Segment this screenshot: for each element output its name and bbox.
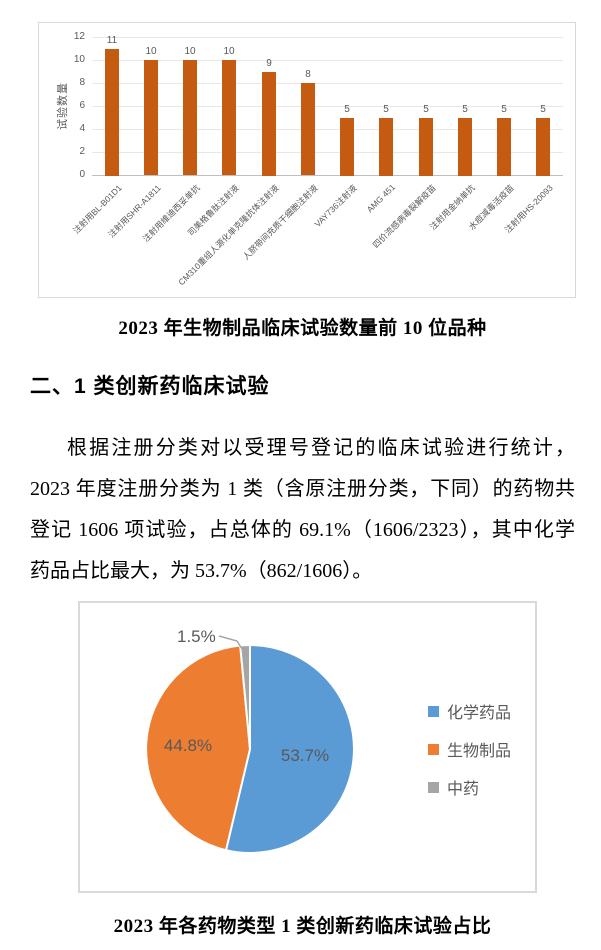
bar-value-label: 9 bbox=[266, 58, 272, 69]
legend-item: 化学药品 bbox=[428, 699, 511, 723]
paragraph-line: 登记 1606 项试验，占总体的 69.1%（1606/2323），其中化学 bbox=[30, 519, 575, 541]
bar-value-label: 5 bbox=[344, 104, 350, 115]
y-axis-tick-label: 2 bbox=[79, 146, 85, 157]
bar-chart-caption: 2023 年生物制品临床试验数量前 10 位品种 bbox=[118, 318, 487, 339]
bar bbox=[144, 60, 158, 175]
bar-value-label: 11 bbox=[106, 35, 118, 46]
y-axis-tick-label: 12 bbox=[73, 31, 85, 42]
pie-slice bbox=[145, 644, 252, 852]
bar-value-label: 5 bbox=[383, 104, 389, 115]
paragraph-line: 2023 年度注册分类为 1 类（含原注册分类，下同）的药物共 bbox=[30, 478, 575, 500]
bar bbox=[262, 72, 276, 176]
legend-item: 生物制品 bbox=[428, 737, 511, 761]
pie-chart-figure: 53.7% 44.8% 1.5% 化学药品生物制品中药 bbox=[78, 601, 537, 893]
legend-square-icon bbox=[428, 781, 439, 793]
bar bbox=[458, 118, 472, 176]
pie-chart-caption: 2023 年各药物类型 1 类创新药临床试验占比 bbox=[113, 916, 492, 937]
legend-label: 生物制品 bbox=[447, 743, 512, 760]
bar bbox=[301, 83, 315, 175]
gridline bbox=[92, 60, 563, 61]
y-axis-tick-label: 6 bbox=[79, 100, 85, 111]
bar-value-label: 5 bbox=[423, 104, 429, 115]
label-leader-line bbox=[218, 635, 243, 650]
legend-square-icon bbox=[428, 743, 439, 755]
gridline bbox=[92, 37, 563, 38]
bar-chart-figure: 试验数量 0 2 4 6 8 10 12 11 注射用BL-B01D1 10 注射用SHR-A181… bbox=[38, 22, 576, 298]
bar bbox=[497, 118, 511, 176]
paragraph-line: 药品占比最大，为 53.7%（862/1606）。 bbox=[30, 560, 373, 582]
y-axis-tick-label: 0 bbox=[79, 169, 85, 180]
pie-chart: 53.7% 44.8% 1.5% bbox=[145, 627, 355, 854]
bar-value-label: 5 bbox=[462, 104, 468, 115]
bar bbox=[222, 60, 236, 175]
bar-value-label: 5 bbox=[501, 104, 507, 115]
y-axis-tick-label: 10 bbox=[73, 54, 85, 65]
bar bbox=[105, 49, 119, 176]
bar-value-label: 5 bbox=[540, 104, 546, 115]
pie-data-label: 44.8% bbox=[164, 736, 212, 755]
gridline bbox=[92, 175, 563, 176]
pie-data-label: 1.5% bbox=[177, 627, 216, 646]
legend-item: 中药 bbox=[428, 775, 511, 799]
paragraph-line: 根据注册分类对以受理号登记的临床试验进行统计， bbox=[67, 437, 575, 459]
bar bbox=[379, 118, 393, 176]
legend-label: 中药 bbox=[447, 781, 480, 798]
gridline bbox=[92, 83, 563, 84]
bar bbox=[536, 118, 550, 176]
bar-value-label: 8 bbox=[305, 69, 311, 80]
legend-label: 化学药品 bbox=[447, 705, 512, 722]
bar bbox=[340, 118, 354, 176]
gridline bbox=[92, 129, 563, 130]
gridline bbox=[92, 152, 563, 153]
bar bbox=[183, 60, 197, 175]
gridline bbox=[92, 106, 563, 107]
pie-data-label: 53.7% bbox=[281, 746, 329, 765]
y-axis-tick-label: 4 bbox=[79, 123, 85, 134]
legend-square-icon bbox=[428, 705, 439, 717]
bar-category-label: 人脐带间充质干细胞注射液 bbox=[240, 182, 320, 262]
bar bbox=[419, 118, 433, 176]
body-paragraph: 根据注册分类对以受理号登记的临床试验进行统计， 2023 年度注册分类为 1 类… bbox=[30, 428, 575, 592]
pie-slice bbox=[224, 643, 355, 854]
bar-value-label: 10 bbox=[223, 46, 235, 57]
y-axis-tick-label: 8 bbox=[79, 77, 85, 88]
bar-value-label: 10 bbox=[184, 46, 196, 57]
section-heading: 二、1 类创新药临床试验 bbox=[30, 375, 270, 398]
bar-category-label: AMG 451 bbox=[364, 182, 398, 215]
pie-chart-legend: 化学药品生物制品中药 bbox=[428, 699, 511, 813]
bar-value-label: 10 bbox=[145, 46, 157, 57]
